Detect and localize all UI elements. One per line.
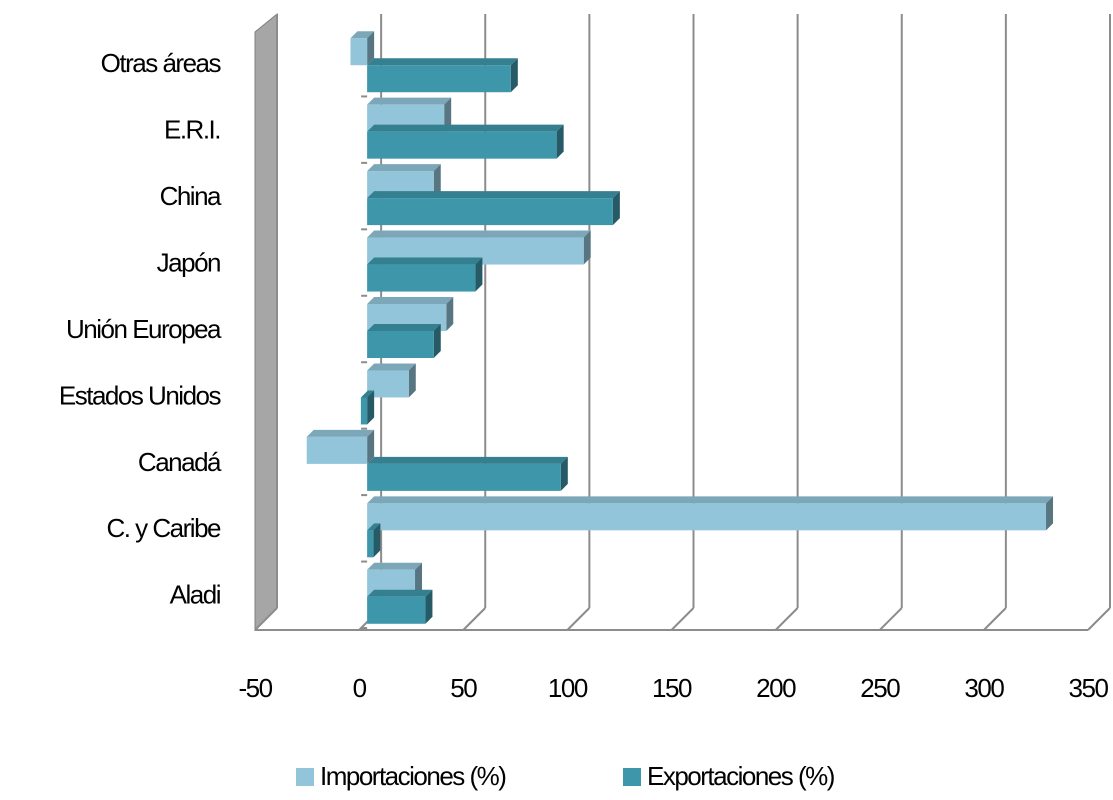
bar-front	[360, 397, 368, 425]
bar-top	[367, 324, 441, 331]
bar-front	[306, 436, 368, 464]
x-tick-label: 350	[1069, 673, 1109, 703]
legend-swatch	[623, 768, 641, 786]
bar-side	[425, 589, 433, 624]
bar	[306, 429, 375, 464]
y-tick-label: Canadá	[138, 447, 222, 477]
x-tick-label: 0	[353, 673, 367, 703]
bar-front	[367, 131, 557, 159]
floor-line	[774, 607, 799, 631]
bar-top	[367, 562, 423, 570]
bar-side	[612, 191, 620, 226]
bar	[367, 496, 1054, 531]
floor-line	[566, 607, 591, 631]
bar-side	[556, 124, 564, 159]
bar	[360, 390, 375, 425]
bar-front	[367, 65, 511, 93]
bar-top	[367, 297, 454, 304]
bar-top	[367, 164, 441, 172]
floor-line	[879, 607, 903, 631]
bar-top	[367, 589, 433, 597]
y-tick-label: Estados Unidos	[59, 380, 222, 410]
y-tick-label: Otras áreas	[101, 48, 222, 78]
y-tick-label: Japón	[157, 247, 220, 277]
bar-top	[360, 390, 375, 398]
bar-top	[367, 230, 591, 238]
legend-label: Exportaciones (%)	[647, 761, 835, 791]
bar-top	[306, 429, 375, 437]
bar-side	[560, 456, 568, 491]
x-tick-label: 200	[756, 673, 796, 703]
bar-top	[367, 58, 518, 66]
bar-side	[1046, 496, 1054, 531]
bar	[367, 523, 381, 558]
legend-label: Importaciones (%)	[320, 761, 506, 791]
y-tick-label: Unión Europea	[66, 314, 222, 344]
y-tick-label: Aladi	[170, 580, 221, 610]
bar-side	[444, 97, 452, 132]
bar-front	[367, 331, 434, 358]
bar-top	[367, 496, 1054, 504]
bar-top	[367, 124, 564, 132]
bar	[350, 31, 375, 66]
bar-side	[367, 390, 375, 425]
bar-top	[367, 363, 416, 371]
bar-side	[367, 429, 375, 464]
bar-front	[367, 198, 613, 226]
bar-side	[446, 297, 454, 331]
bar	[367, 589, 433, 624]
bar-front	[367, 530, 374, 558]
bar-side	[475, 257, 483, 292]
x-tick-label: 50	[450, 673, 477, 703]
x-tick-label: 150	[652, 673, 692, 703]
bar-side	[373, 523, 381, 558]
bar-front	[367, 463, 561, 491]
floor-line	[670, 607, 695, 631]
bar	[367, 456, 568, 491]
bar-side	[408, 363, 416, 398]
floor-line	[462, 607, 486, 631]
x-tick-label: 300	[964, 673, 1004, 703]
y-tick-label: C. y Caribe	[106, 513, 221, 543]
side-wall	[254, 12, 278, 632]
bar	[367, 257, 483, 292]
bar-side	[433, 164, 441, 199]
floor-line	[983, 607, 1007, 631]
bar-front	[367, 264, 476, 292]
bar-top	[367, 191, 620, 199]
floor-line	[254, 607, 278, 631]
x-tick-label: -50	[238, 673, 272, 703]
bar-front	[350, 38, 368, 66]
bar-top	[367, 523, 381, 531]
bar-front	[367, 503, 1047, 531]
y-tick-label: China	[160, 181, 222, 211]
bar-top	[367, 257, 483, 265]
y-tick-label: E.R.I.	[164, 115, 220, 145]
bar-top	[350, 31, 375, 39]
bar-side	[583, 230, 591, 265]
bar-front	[367, 596, 426, 624]
x-tick-label: 250	[860, 673, 900, 703]
bar-side	[415, 562, 423, 597]
bar-side	[510, 58, 518, 93]
bar-side	[433, 324, 441, 358]
bar-top	[367, 456, 568, 464]
bar-top	[367, 97, 452, 105]
x-tick-label: 100	[548, 673, 588, 703]
floor-line	[1087, 607, 1111, 631]
bar	[367, 58, 518, 93]
bar	[367, 324, 441, 358]
bar	[367, 191, 620, 226]
bar	[367, 124, 564, 159]
legend-swatch	[296, 768, 314, 786]
bar-side	[367, 31, 375, 66]
bar	[367, 363, 416, 398]
